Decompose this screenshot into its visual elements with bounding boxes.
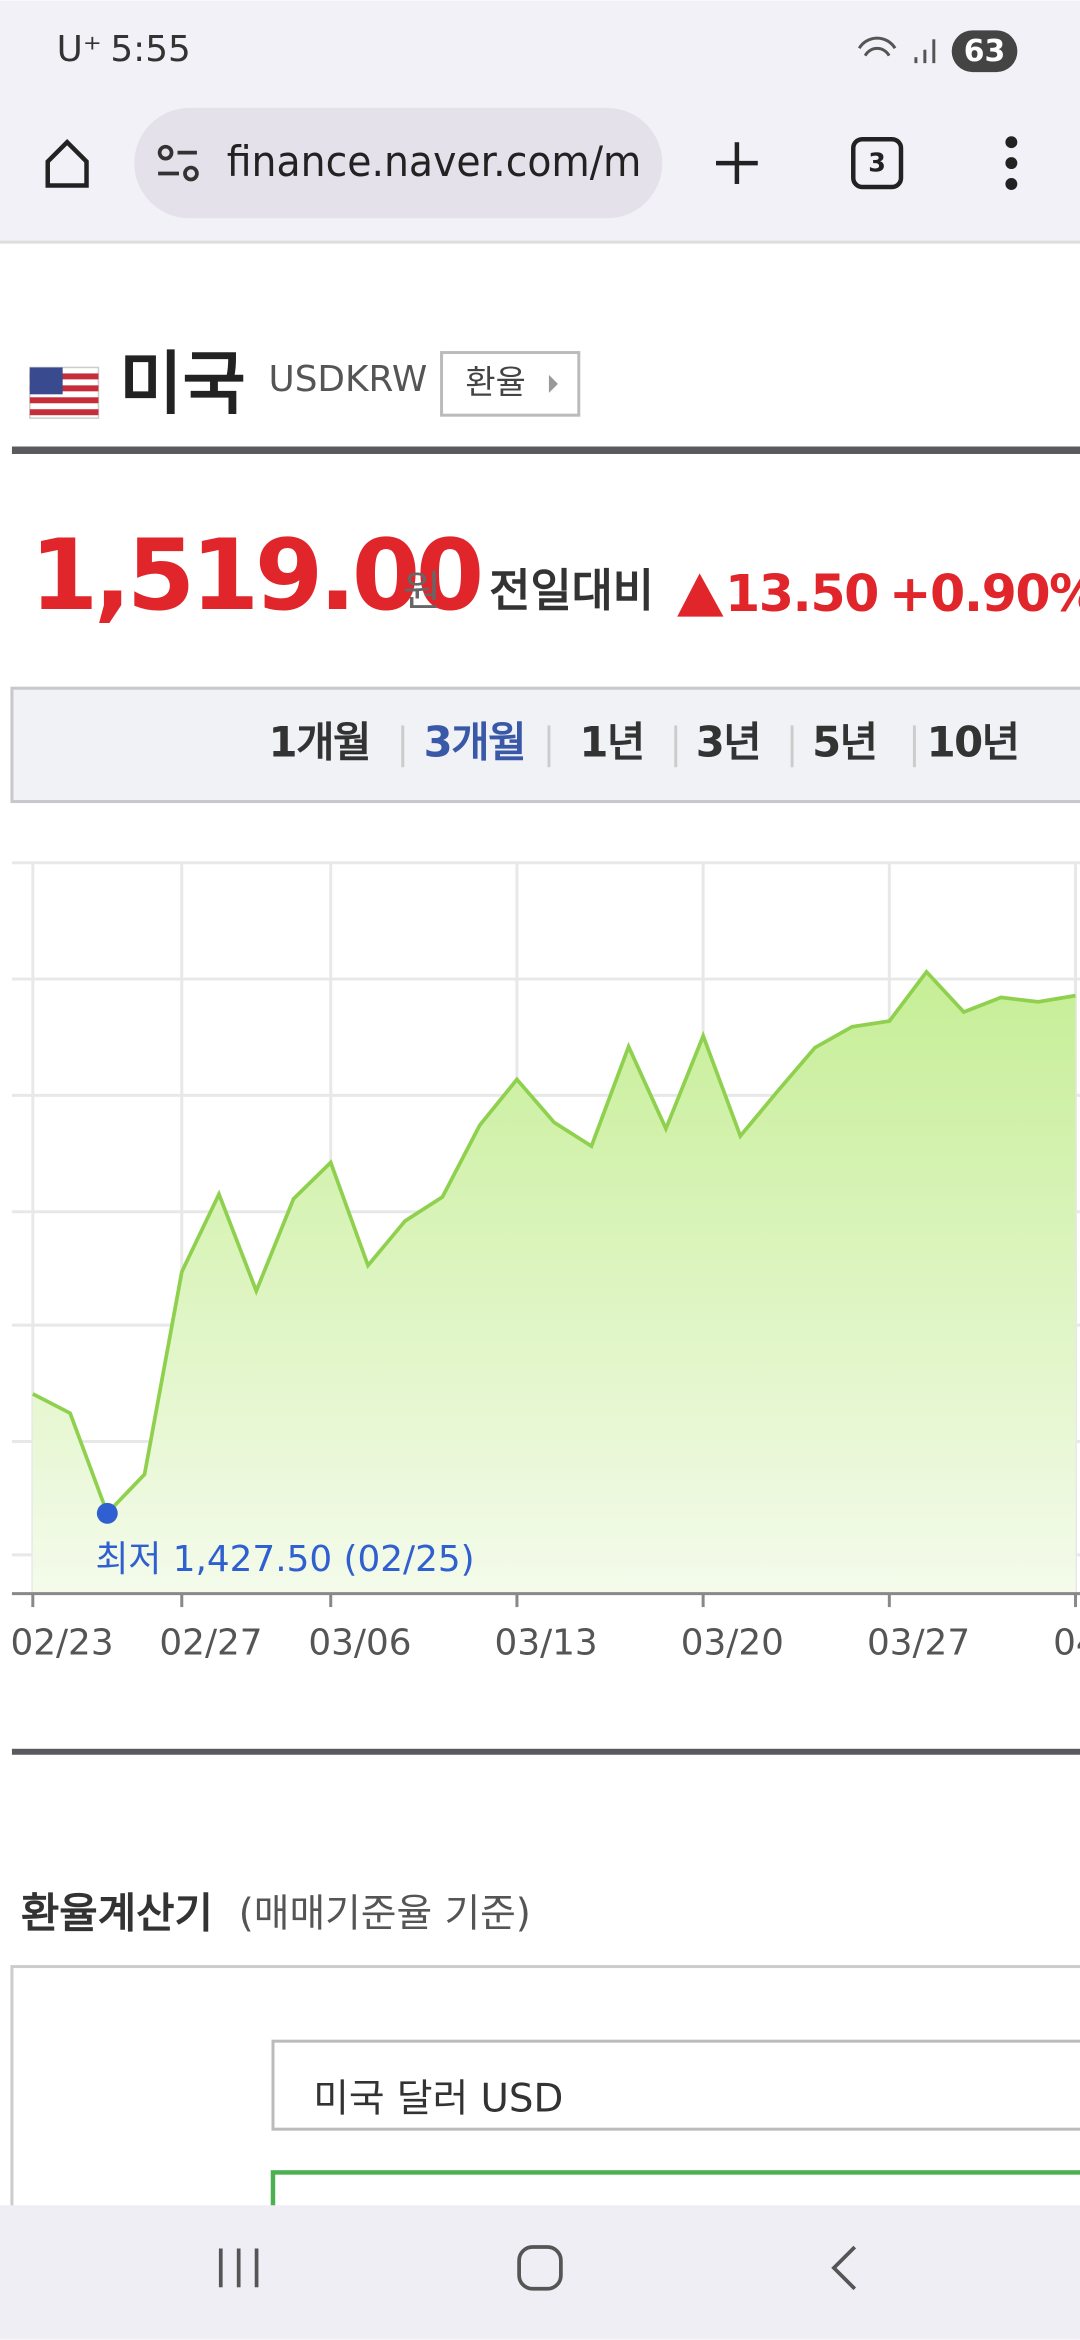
x-tick-label: 03/13 <box>495 1622 598 1663</box>
battery <box>951 30 1018 73</box>
recent-apps[interactable] <box>218 2248 259 2288</box>
area <box>32 971 1076 1594</box>
rate-button-label[interactable]: 환율 <box>465 363 525 401</box>
home-button[interactable] <box>45 139 89 188</box>
min-label: 최저 1,427.50 (02/25) <box>95 1539 474 1580</box>
period-tab[interactable]: 10년 <box>927 717 1021 766</box>
country: 미국 <box>119 344 245 424</box>
home[interactable] <box>517 2245 563 2291</box>
battery-level: 63 <box>964 34 1006 69</box>
new-tab[interactable] <box>716 142 758 184</box>
line <box>31 969 1076 1517</box>
flag <box>29 366 100 419</box>
x-tick-label: 03/20 <box>681 1622 784 1663</box>
carrier: U⁺ <box>57 29 102 70</box>
period-tab[interactable]: 5년 <box>812 717 878 766</box>
chart: 최저 1,427.50 (02/25) 02/23 02/27 03/06 03/13 0… <box>10 861 1080 1663</box>
change-label: 전일대비 <box>489 564 654 617</box>
tab-count[interactable]: 3 <box>868 148 886 178</box>
x-tick-label: 04 <box>1053 1622 1080 1663</box>
clock: 5:55 <box>110 29 190 70</box>
change: 13.50 <box>725 564 878 623</box>
x-tick-label: 03/27 <box>867 1622 970 1663</box>
calculator-title: 환율계산기 <box>21 1888 213 1937</box>
url-bar[interactable] <box>134 107 663 219</box>
nav-bar <box>0 2205 1080 2340</box>
period-tabs <box>10 686 1080 804</box>
back[interactable] <box>831 2245 857 2291</box>
period-tab[interactable]: 1년 <box>579 717 645 766</box>
min-marker <box>96 1502 118 1524</box>
arrow <box>548 374 558 393</box>
period-tab[interactable]: 1개월 <box>269 717 372 766</box>
x-tick-label: 03/06 <box>308 1622 411 1663</box>
menu[interactable] <box>1005 136 1018 190</box>
period-tab[interactable]: 3개월 <box>424 717 527 766</box>
calculator-subtitle: (매매기준율 기준) <box>239 1891 531 1936</box>
price-unit: 원 <box>403 567 441 616</box>
plot <box>31 969 1076 1594</box>
currency-select[interactable] <box>271 2039 1080 2131</box>
price: 1,519.00 <box>30 519 480 633</box>
divider <box>11 1748 1080 1755</box>
currency-code: USDKRW <box>269 359 428 400</box>
currency-select-label[interactable]: 미국 달러 USD <box>313 2076 563 2121</box>
x-tick-label: 02/27 <box>159 1622 262 1663</box>
x-tick-label: 02/23 <box>10 1622 113 1663</box>
change-percent: +0.90% <box>889 564 1080 623</box>
tab-switcher[interactable] <box>851 136 904 190</box>
divider <box>11 446 1080 454</box>
period-tab[interactable]: 3년 <box>696 717 762 766</box>
site-info-icon[interactable] <box>157 144 199 182</box>
up-arrow <box>677 573 724 617</box>
url[interactable]: finance.naver.com/m <box>227 137 642 186</box>
status-icons <box>857 36 936 64</box>
